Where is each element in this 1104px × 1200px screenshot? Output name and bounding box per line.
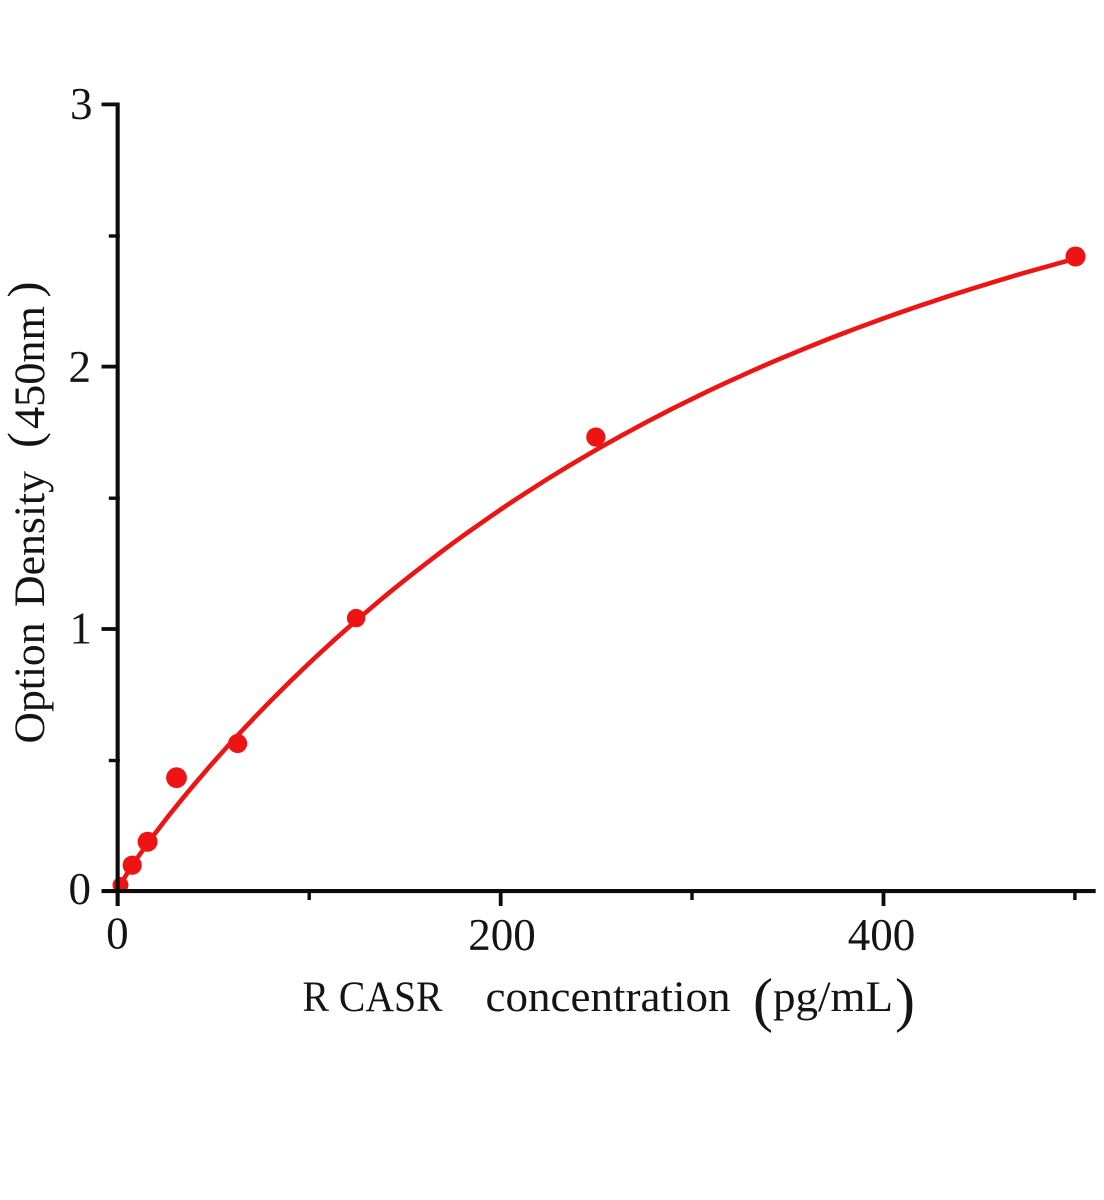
svg-text:450nm: 450nm [7, 306, 54, 429]
svg-text:3: 3 [70, 79, 93, 129]
svg-text:2: 2 [69, 342, 92, 392]
svg-text:200: 200 [468, 910, 536, 960]
svg-text:pg/mL: pg/mL [773, 974, 893, 1021]
svg-text:(: ( [0, 432, 52, 448]
svg-text:(: ( [753, 967, 773, 1033]
svg-text:concentration: concentration [486, 974, 731, 1021]
svg-text:0: 0 [69, 864, 92, 914]
svg-text:1: 1 [70, 604, 93, 654]
svg-text:R CASR: R CASR [303, 974, 443, 1021]
svg-text:Option: Option [7, 623, 54, 744]
svg-text:Density: Density [7, 471, 54, 607]
svg-text:): ) [895, 967, 915, 1033]
svg-text:400: 400 [848, 910, 916, 960]
svg-text:): ) [0, 282, 52, 298]
svg-text:0: 0 [106, 909, 129, 959]
